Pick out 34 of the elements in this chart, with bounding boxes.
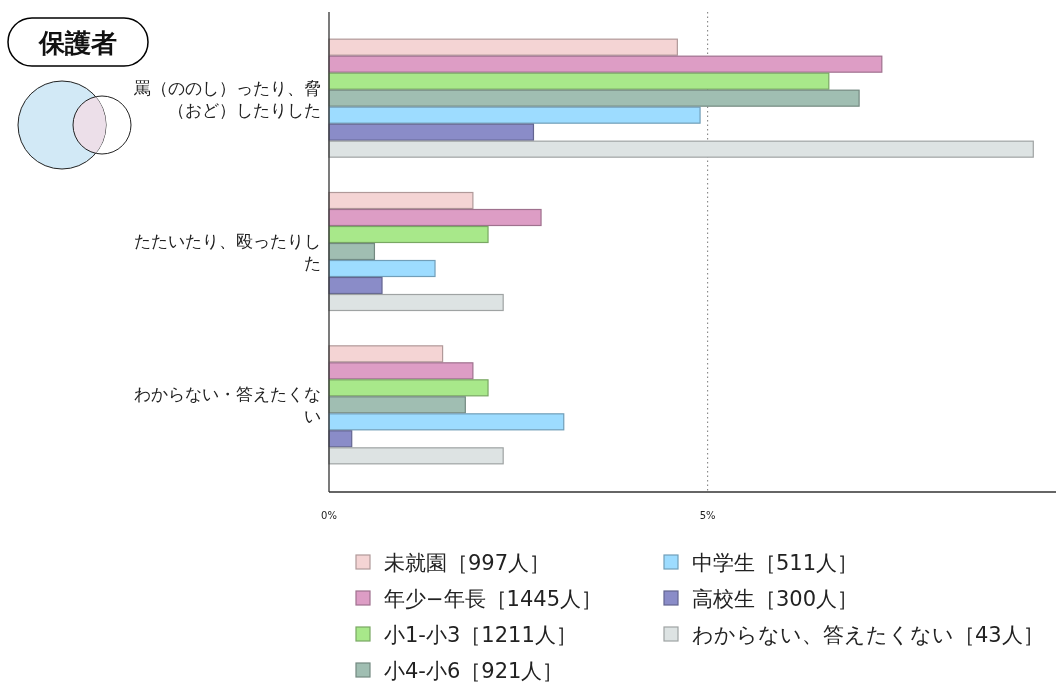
bar	[328, 379, 489, 397]
bar	[328, 89, 860, 107]
y-tick-label: わからない・答えたくない	[134, 384, 321, 427]
bar	[328, 362, 474, 380]
legend-label: わからない、答えたくない［43人］	[692, 623, 1044, 647]
legend-label: 高校生［300人］	[692, 587, 859, 611]
bar	[328, 191, 474, 210]
bar	[328, 345, 444, 363]
bar	[328, 413, 565, 431]
legend-label: 中学生［511人］	[692, 551, 859, 575]
bar	[328, 259, 436, 278]
bar	[328, 208, 542, 227]
y-tick-label: 罵（ののし）ったり、脅（おど）したりした	[133, 77, 321, 120]
bar	[328, 225, 489, 244]
bar	[328, 72, 830, 90]
bar	[328, 293, 504, 312]
bar	[328, 123, 535, 141]
bar	[328, 276, 383, 295]
bar	[328, 396, 466, 414]
bar	[328, 430, 353, 448]
bar	[328, 447, 504, 465]
legend-label: 小1-小3［1211人］	[384, 623, 577, 647]
bar	[328, 242, 376, 261]
y-tick-label: たたいたり、殴ったりした	[134, 231, 321, 273]
legend-label: 年少−年長［1445人］	[384, 587, 603, 611]
bar	[328, 38, 678, 56]
text: 保護者	[38, 28, 117, 58]
bar	[328, 55, 883, 73]
x-tick-label: 5%	[699, 510, 716, 521]
legend-label: 小4-小6［921人］	[384, 659, 564, 683]
bar	[328, 106, 701, 124]
legend-label: 未就園［997人］	[384, 551, 551, 575]
x-tick-label: 0%	[321, 510, 337, 521]
bar	[328, 140, 1034, 158]
